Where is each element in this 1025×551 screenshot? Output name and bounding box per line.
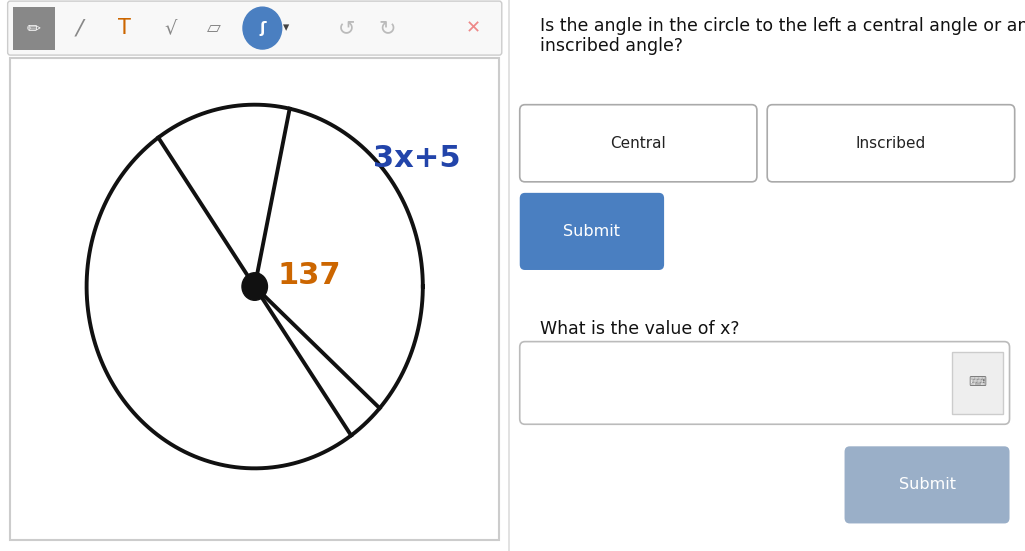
FancyBboxPatch shape [520,105,756,182]
Text: What is the value of x?: What is the value of x? [540,320,740,338]
Circle shape [243,7,282,49]
Text: Submit: Submit [899,477,955,493]
FancyBboxPatch shape [7,1,502,55]
Text: Central: Central [611,136,666,151]
Text: ▱: ▱ [207,19,221,37]
Text: Submit: Submit [564,224,620,239]
FancyBboxPatch shape [520,342,1010,424]
Text: ↺: ↺ [337,18,355,38]
Circle shape [242,273,268,300]
Text: ✕: ✕ [466,19,482,37]
Text: T: T [118,18,131,38]
Text: 137: 137 [278,261,341,290]
Text: ↻: ↻ [378,18,396,38]
FancyBboxPatch shape [10,58,499,540]
Text: Inscribed: Inscribed [856,136,926,151]
Text: /: / [75,18,83,38]
Text: ʃ: ʃ [259,20,265,36]
Text: √: √ [164,19,177,37]
FancyBboxPatch shape [845,446,1010,523]
Text: ✏: ✏ [27,19,41,37]
FancyBboxPatch shape [767,105,1015,182]
Text: ▾: ▾ [283,21,289,35]
FancyBboxPatch shape [0,0,509,551]
FancyBboxPatch shape [520,193,664,270]
Text: 3x+5: 3x+5 [373,144,460,173]
Text: Is the angle in the circle to the left a central angle or an
inscribed angle?: Is the angle in the circle to the left a… [540,17,1025,55]
FancyBboxPatch shape [952,352,1002,414]
Text: ⌨: ⌨ [968,376,986,390]
FancyBboxPatch shape [12,7,54,50]
